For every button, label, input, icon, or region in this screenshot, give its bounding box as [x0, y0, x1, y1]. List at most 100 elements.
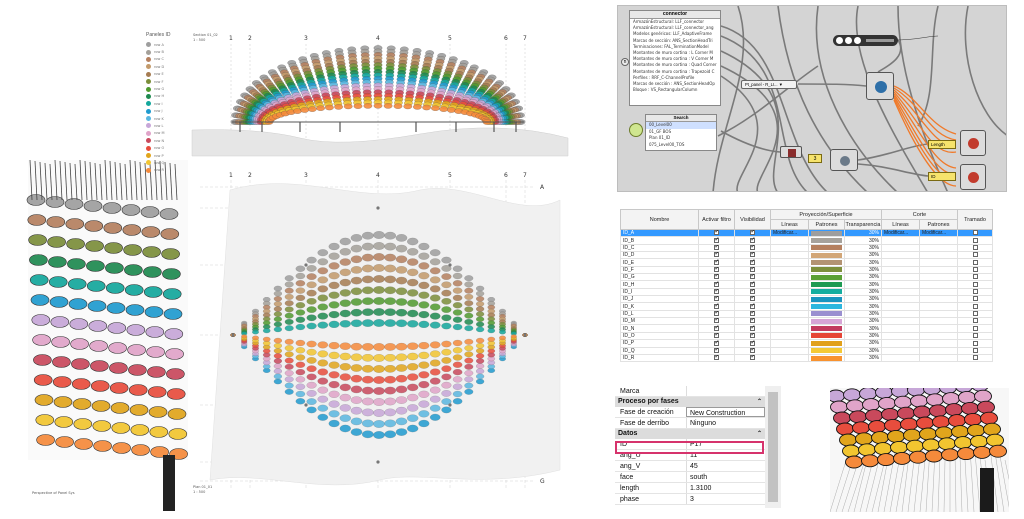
visibility-checkbox[interactable]	[750, 303, 756, 309]
cut-lines-cell[interactable]	[881, 273, 921, 282]
properties-section-header[interactable]: Proceso por fases ⌃	[615, 397, 765, 407]
search-item[interactable]: 01_GF BOS	[649, 128, 672, 134]
filter-enabled-checkbox[interactable]	[714, 311, 720, 317]
hatch-checkbox[interactable]	[972, 340, 978, 346]
set-parameter-component-2[interactable]	[960, 164, 986, 190]
pattern-color-swatch[interactable]	[811, 296, 842, 302]
collapse-chevron-icon[interactable]: ⌃	[756, 431, 762, 437]
filter-enabled-checkbox[interactable]	[714, 355, 720, 361]
pattern-color-swatch[interactable]	[811, 267, 842, 273]
pattern-color-swatch[interactable]	[811, 260, 842, 266]
cut-lines-cell[interactable]	[881, 243, 921, 253]
connector-item[interactable]: Montantes de muro cortina : V Corner M	[633, 56, 714, 62]
cut-lines-cell[interactable]	[881, 324, 921, 333]
filter-enabled-checkbox[interactable]	[714, 289, 720, 295]
property-value[interactable]: 1.3100	[686, 483, 765, 493]
hatch-checkbox[interactable]	[972, 230, 978, 236]
filter-enabled-checkbox[interactable]	[714, 348, 720, 353]
visibility-checkbox[interactable]	[750, 296, 756, 302]
cut-lines-cell[interactable]	[881, 265, 921, 275]
filter-row[interactable]: ID_L 30%	[620, 309, 994, 319]
pattern-color-swatch[interactable]	[811, 333, 842, 339]
property-value[interactable]: 3	[686, 494, 765, 504]
grasshopper-canvas[interactable]: connector ArmazónEstructural: LLF_connec…	[617, 5, 1007, 192]
cut-patterns-cell[interactable]	[919, 324, 959, 333]
collapse-chevron-icon[interactable]: ⌃	[756, 399, 762, 405]
transparency-cell[interactable]: 30%	[843, 251, 883, 260]
cut-patterns-cell[interactable]	[919, 273, 959, 282]
filter-enabled-checkbox[interactable]	[714, 281, 720, 287]
projection-patterns-cell[interactable]	[808, 228, 845, 238]
pattern-color-swatch[interactable]	[811, 318, 842, 324]
filter-enabled-checkbox[interactable]	[714, 274, 720, 280]
connector-item[interactable]: Modelos genéricos: LLF_AdaptiveFrame	[633, 31, 712, 37]
projection-patterns-cell[interactable]	[808, 243, 845, 253]
connector-item[interactable]: Terminaciones: FAL_TerminationModel	[633, 43, 709, 49]
filter-row[interactable]: ID_N 30%	[620, 324, 994, 333]
cut-patterns-cell[interactable]	[919, 265, 959, 275]
connector-item[interactable]: Montantes de muro cortina : Quad Corner	[633, 62, 717, 68]
projection-patterns-cell[interactable]	[808, 302, 845, 311]
projection-lines-cell[interactable]	[770, 309, 809, 319]
transparency-cell[interactable]: 30%	[843, 309, 883, 319]
connector-list-component[interactable]: connector ArmazónEstructural: LLF_connec…	[629, 10, 721, 106]
transparency-cell[interactable]: 30%	[843, 280, 883, 289]
filter-enabled-checkbox[interactable]	[714, 340, 720, 346]
cut-patterns-cell[interactable]	[919, 331, 959, 341]
filter-row[interactable]: ID_B 30%	[620, 236, 994, 245]
cut-patterns-cell[interactable]	[919, 236, 959, 245]
property-value[interactable]: 11	[686, 450, 765, 460]
transparency-cell[interactable]: 30%	[843, 353, 883, 363]
connector-item[interactable]: Perfiles : RRF_C-ChannelProfile	[633, 74, 695, 80]
connector-item[interactable]: Montantes de muro cortina : L Corner M	[633, 50, 713, 56]
hatch-checkbox[interactable]	[972, 289, 978, 295]
search-item[interactable]: 00_Level00	[646, 122, 716, 129]
hatch-checkbox[interactable]	[972, 252, 978, 258]
projection-patterns-cell[interactable]	[808, 309, 845, 319]
filter-row[interactable]: ID_O 30%	[620, 331, 994, 341]
filter-row[interactable]: ID_D 30%	[620, 251, 994, 260]
projection-patterns-cell[interactable]	[808, 258, 845, 267]
slider-track[interactable]	[866, 39, 894, 42]
length-param[interactable]: Length	[928, 140, 956, 149]
cut-lines-cell[interactable]	[881, 353, 921, 363]
visibility-checkbox[interactable]	[750, 318, 756, 324]
search-level-component[interactable]: Search 00_Level00 01_GF BOS Plan 01_ID 075_…	[645, 114, 717, 151]
filter-enabled-checkbox[interactable]	[714, 296, 720, 302]
filter-enabled-checkbox[interactable]	[714, 252, 720, 258]
projection-patterns-cell[interactable]	[808, 280, 845, 289]
visibility-checkbox[interactable]	[750, 230, 756, 236]
cut-patterns-cell[interactable]	[919, 295, 959, 304]
filter-enabled-checkbox[interactable]	[714, 303, 720, 309]
transparency-cell[interactable]: 30%	[843, 243, 883, 253]
filter-enabled-checkbox[interactable]	[714, 267, 720, 273]
property-value[interactable]: New Construction	[686, 407, 765, 417]
projection-lines-cell[interactable]	[770, 280, 809, 289]
pattern-color-swatch[interactable]	[811, 245, 842, 251]
filter-row[interactable]: ID_P 30%	[620, 339, 994, 348]
cut-lines-cell[interactable]	[881, 236, 921, 245]
hatch-checkbox[interactable]	[972, 267, 978, 273]
projection-lines-cell[interactable]	[770, 295, 809, 304]
pattern-color-swatch[interactable]	[811, 311, 842, 317]
hatch-checkbox[interactable]	[972, 311, 978, 317]
connector-item[interactable]: Bloque : VS_RectangularColumn	[633, 87, 698, 93]
filter-row[interactable]: ID_M 30%	[620, 317, 994, 326]
hatch-checkbox[interactable]	[972, 237, 978, 243]
pattern-color-swatch[interactable]	[811, 238, 842, 244]
transparency-cell[interactable]: 30%	[843, 228, 883, 238]
properties-scrollbar[interactable]	[765, 386, 781, 508]
cut-lines-cell[interactable]	[881, 339, 921, 348]
filter-enabled-checkbox[interactable]	[714, 259, 720, 265]
connector-item[interactable]: Marcas de sección: ANS_SectionHeadTri	[633, 37, 713, 43]
filter-row[interactable]: ID_AModificar...30%Modificar...Modificar…	[620, 228, 994, 238]
hatch-checkbox[interactable]	[972, 281, 978, 287]
projection-lines-cell[interactable]	[770, 287, 809, 297]
filter-row[interactable]: ID_F 30%	[620, 265, 994, 275]
cut-patterns-cell[interactable]	[919, 302, 959, 311]
cut-lines-cell[interactable]	[881, 295, 921, 304]
hatch-checkbox[interactable]	[972, 326, 978, 331]
filter-row[interactable]: ID_C 30%	[620, 243, 994, 253]
projection-patterns-cell[interactable]	[808, 331, 845, 341]
pattern-color-swatch[interactable]	[811, 340, 842, 346]
